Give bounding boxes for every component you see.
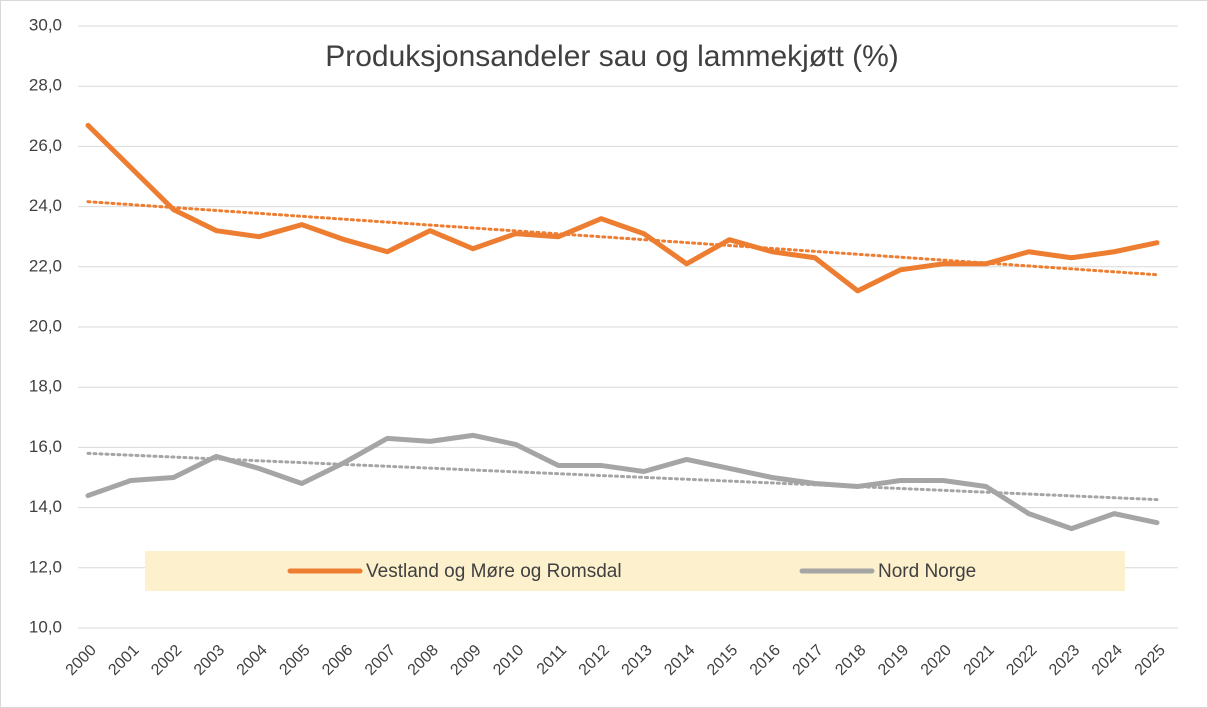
y-tick-label: 20,0 xyxy=(29,316,62,335)
trendline xyxy=(86,451,1159,502)
legend-label: Nord Norge xyxy=(878,561,976,582)
series-line xyxy=(85,122,1160,294)
y-tick-label: 24,0 xyxy=(29,196,62,215)
y-tick-label: 16,0 xyxy=(29,437,62,456)
chart-title: Produksjonsandeler sau og lammekjøtt (%) xyxy=(325,40,899,73)
y-tick-label: 10,0 xyxy=(29,617,62,636)
legend-label: Vestland og Møre og Romsdal xyxy=(366,561,622,582)
y-tick-label: 26,0 xyxy=(29,136,62,155)
y-tick-label: 30,0 xyxy=(29,15,62,34)
series-line xyxy=(85,432,1160,532)
y-tick-label: 28,0 xyxy=(29,76,62,95)
y-tick-label: 12,0 xyxy=(29,557,62,576)
y-tick-label: 22,0 xyxy=(29,256,62,275)
y-tick-label: 14,0 xyxy=(29,497,62,516)
y-tick-label: 18,0 xyxy=(29,377,62,396)
